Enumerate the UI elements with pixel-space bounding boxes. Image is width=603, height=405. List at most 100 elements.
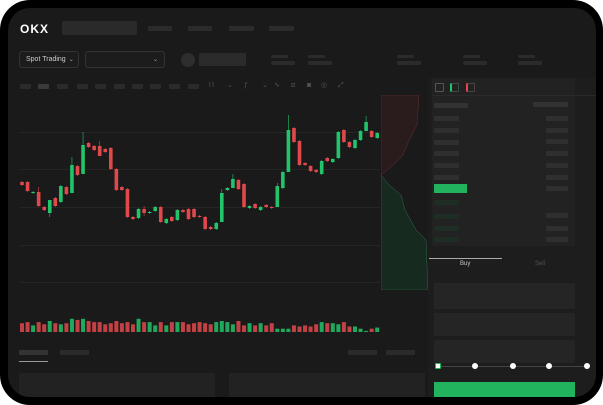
interval-button[interactable]	[169, 84, 180, 89]
candlestick-chart[interactable]	[8, 95, 428, 345]
candle	[353, 139, 357, 149]
filter-button[interactable]	[348, 350, 377, 355]
candle	[336, 131, 341, 159]
candle	[186, 208, 191, 220]
tab-sell[interactable]: Sell	[535, 261, 546, 267]
volume-bar	[297, 326, 302, 332]
interval-button[interactable]	[114, 84, 125, 89]
volume-bar	[158, 322, 163, 332]
price-input[interactable]	[434, 283, 575, 309]
ask-depth-area	[381, 95, 420, 176]
amount-input[interactable]	[434, 313, 575, 336]
coin-icon	[181, 53, 195, 67]
gridline	[20, 282, 380, 283]
candle	[97, 141, 102, 156]
both-sides-icon[interactable]	[435, 83, 444, 92]
chevron-down-icon: ⌄	[68, 56, 74, 63]
candle-body	[220, 193, 224, 222]
app-screen: OKX Spot Trading ⌄ ⌄ ⌇⌇ ⌄ ƒ ⌄ ∿ ⧄ ◙ ◎ ⤢	[8, 8, 596, 397]
candle	[36, 187, 41, 207]
interval-button[interactable]	[132, 84, 143, 89]
candle-body	[203, 217, 207, 229]
candle-body	[20, 182, 24, 185]
candle-body	[70, 165, 74, 193]
price-placeholder	[199, 53, 246, 66]
candle	[125, 188, 130, 218]
candle-body	[31, 192, 35, 193]
chevron-down-icon[interactable]: ⌄	[262, 82, 268, 89]
settings-icon[interactable]: ◎	[321, 82, 328, 89]
pair-dropdown[interactable]: ⌄	[85, 51, 165, 68]
candle-body	[269, 207, 274, 208]
tab-order-history[interactable]	[60, 350, 89, 355]
total-input[interactable]	[434, 340, 575, 363]
interval-button[interactable]	[77, 84, 88, 89]
search-bar[interactable]	[62, 21, 137, 35]
slider-handle[interactable]	[435, 363, 441, 369]
interval-button[interactable]	[150, 84, 161, 89]
nav-item[interactable]	[148, 26, 172, 31]
volume-bar	[197, 322, 202, 332]
tab-open-orders[interactable]	[19, 350, 48, 355]
indicator-icon[interactable]: ƒ	[244, 82, 248, 89]
candle-body	[97, 146, 102, 156]
stat-value	[271, 61, 295, 65]
nav-item[interactable]	[229, 26, 254, 31]
market-type-dropdown[interactable]: Spot Trading ⌄	[19, 51, 79, 68]
candle-body	[153, 207, 157, 211]
interval-button[interactable]	[188, 84, 199, 89]
candle	[86, 142, 91, 148]
candle	[342, 129, 346, 143]
candle-body	[331, 159, 335, 162]
camera-icon[interactable]: ◙	[307, 82, 312, 89]
candle	[203, 216, 207, 230]
chevron-down-icon[interactable]: ⌄	[227, 82, 233, 89]
nav-item[interactable]	[269, 26, 294, 31]
stat-label	[518, 55, 535, 58]
candle-body	[103, 149, 108, 152]
asks-only-icon[interactable]	[466, 83, 475, 92]
bid-price	[434, 226, 459, 231]
ask-amount	[546, 151, 568, 156]
candle	[59, 185, 63, 203]
right-panel: Buy Sell	[428, 78, 596, 397]
interval-button[interactable]	[20, 84, 31, 89]
candle-body	[369, 131, 374, 137]
slider-stop-100[interactable]	[584, 363, 590, 369]
interval-button[interactable]	[57, 84, 68, 89]
volume-bar	[97, 322, 102, 332]
buy-button[interactable]	[434, 382, 575, 397]
bids-only-icon[interactable]	[450, 83, 459, 92]
candle	[153, 206, 157, 212]
ask-price	[434, 140, 459, 145]
interval-button[interactable]	[38, 84, 49, 89]
candle	[347, 141, 352, 148]
candle-body	[242, 184, 246, 207]
candle-body	[358, 131, 363, 140]
candle-body	[147, 212, 152, 213]
slider-stop-50[interactable]	[510, 363, 516, 369]
ruler-icon[interactable]: ⧄	[291, 82, 296, 89]
gridline	[20, 169, 380, 170]
volume-bar	[375, 327, 380, 332]
filter-button[interactable]	[386, 350, 415, 355]
fullscreen-icon[interactable]: ⤢	[338, 82, 344, 89]
line-icon[interactable]: ∿	[274, 82, 280, 89]
slider-stop-75[interactable]	[546, 363, 552, 369]
candle-body	[197, 216, 202, 217]
volume-bar	[164, 325, 169, 332]
candles-svg	[20, 115, 380, 332]
interval-button[interactable]	[95, 84, 106, 89]
tab-buy[interactable]: Buy	[460, 261, 471, 267]
nav-item[interactable]	[188, 26, 212, 31]
candle-body	[375, 133, 379, 138]
candle	[92, 145, 96, 151]
candle-body	[214, 223, 219, 229]
slider-stop-25[interactable]	[472, 363, 478, 369]
volume-bar	[186, 324, 191, 332]
ask-amount	[546, 163, 568, 168]
candle-type-icon[interactable]: ⌇⌇	[208, 82, 215, 89]
candle	[258, 206, 263, 211]
ask-price	[434, 151, 459, 156]
